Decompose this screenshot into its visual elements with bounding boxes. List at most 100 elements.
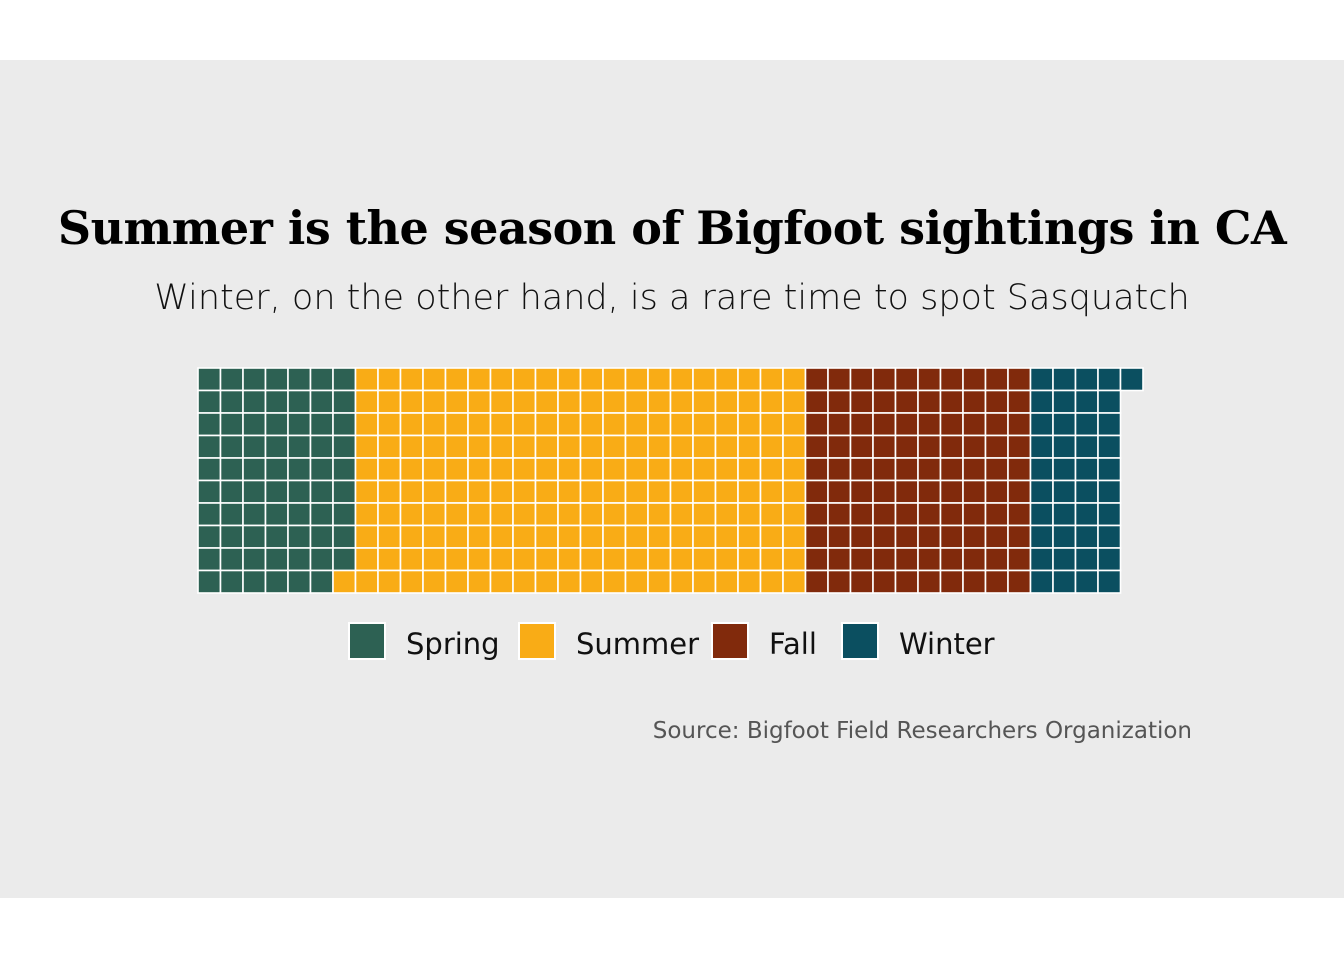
waffle-cell-fall [1007, 569, 1032, 594]
waffle-cell-spring [197, 412, 222, 437]
waffle-cell-summer [422, 524, 447, 549]
waffle-cell-spring [242, 367, 267, 392]
waffle-cell-summer [444, 457, 469, 482]
waffle-cell-fall [849, 569, 874, 594]
waffle-cell-summer [489, 569, 514, 594]
waffle-cell-summer [534, 479, 559, 504]
waffle-cell-summer [489, 524, 514, 549]
waffle-cell-summer [692, 569, 717, 594]
waffle-cell-summer [399, 434, 424, 459]
waffle-cell-summer [602, 524, 627, 549]
waffle-chart [197, 367, 1144, 594]
waffle-cell-spring [309, 524, 334, 549]
waffle-cell-summer [692, 479, 717, 504]
waffle-cell-summer [489, 502, 514, 527]
waffle-cell-spring [332, 457, 357, 482]
waffle-cell-winter [1074, 569, 1099, 594]
waffle-cell-summer [422, 479, 447, 504]
waffle-cell-winter [1074, 502, 1099, 527]
waffle-cell-fall [917, 569, 942, 594]
waffle-cell-summer [489, 412, 514, 437]
waffle-cell-summer [534, 457, 559, 482]
waffle-cell-fall [849, 457, 874, 482]
waffle-cell-summer [444, 524, 469, 549]
waffle-cell-fall [827, 389, 852, 414]
waffle-cell-summer [377, 479, 402, 504]
waffle-cell-summer [557, 389, 582, 414]
waffle-cell-winter [1074, 524, 1099, 549]
waffle-cell-fall [827, 569, 852, 594]
waffle-cell-summer [579, 502, 604, 527]
waffle-cell-spring [219, 479, 244, 504]
waffle-cell-summer [489, 434, 514, 459]
waffle-cell-summer [759, 502, 784, 527]
waffle-cell-spring [264, 479, 289, 504]
waffle-cell-winter [1052, 569, 1077, 594]
waffle-cell-fall [1007, 412, 1032, 437]
waffle-cell-winter [1097, 502, 1122, 527]
waffle-cell-summer [467, 547, 492, 572]
waffle-cell-summer [759, 434, 784, 459]
waffle-cell-summer [444, 547, 469, 572]
waffle-cell-fall [872, 412, 897, 437]
waffle-cell-summer [647, 412, 672, 437]
waffle-cell-summer [737, 547, 762, 572]
waffle-cell-summer [512, 434, 537, 459]
waffle-cell-summer [467, 457, 492, 482]
waffle-cell-spring [287, 569, 312, 594]
waffle-cell-spring [332, 412, 357, 437]
waffle-cell-summer [399, 569, 424, 594]
waffle-cell-summer [557, 524, 582, 549]
waffle-cell-spring [264, 502, 289, 527]
waffle-cell-spring [242, 389, 267, 414]
waffle-cell-fall [984, 457, 1009, 482]
waffle-cell-fall [962, 502, 987, 527]
waffle-cell-summer [737, 457, 762, 482]
waffle-cell-summer [512, 524, 537, 549]
waffle-cell-summer [737, 412, 762, 437]
waffle-cell-fall [939, 502, 964, 527]
waffle-cell-fall [849, 479, 874, 504]
waffle-cell-fall [894, 569, 919, 594]
waffle-cell-summer [602, 502, 627, 527]
waffle-cell-summer [399, 367, 424, 392]
waffle-cell-summer [489, 479, 514, 504]
waffle-cell-spring [287, 457, 312, 482]
waffle-cell-fall [1007, 457, 1032, 482]
waffle-cell-winter [1052, 412, 1077, 437]
waffle-cell-spring [197, 434, 222, 459]
waffle-cell-winter [1097, 412, 1122, 437]
waffle-cell-spring [242, 457, 267, 482]
waffle-cell-summer [737, 524, 762, 549]
waffle-cell-spring [309, 569, 334, 594]
waffle-cell-fall [872, 479, 897, 504]
waffle-cell-summer [534, 502, 559, 527]
waffle-cell-fall [962, 479, 987, 504]
waffle-cell-fall [939, 367, 964, 392]
waffle-cell-fall [984, 412, 1009, 437]
waffle-cell-fall [984, 547, 1009, 572]
waffle-cell-summer [579, 457, 604, 482]
waffle-cell-summer [624, 524, 649, 549]
waffle-cell-summer [377, 569, 402, 594]
waffle-cell-fall [939, 434, 964, 459]
waffle-cell-winter [1052, 479, 1077, 504]
waffle-cell-summer [714, 479, 739, 504]
waffle-cell-spring [309, 389, 334, 414]
waffle-cell-summer [669, 457, 694, 482]
waffle-cell-summer [647, 434, 672, 459]
waffle-cell-winter [1029, 479, 1054, 504]
waffle-cell-spring [332, 502, 357, 527]
waffle-cell-winter [1029, 524, 1054, 549]
waffle-cell-summer [422, 569, 447, 594]
waffle-cell-fall [1007, 479, 1032, 504]
waffle-cell-summer [602, 412, 627, 437]
waffle-cell-summer [489, 389, 514, 414]
waffle-cell-summer [714, 457, 739, 482]
waffle-cell-fall [827, 412, 852, 437]
waffle-cell-summer [422, 502, 447, 527]
waffle-cell-spring [309, 547, 334, 572]
waffle-cell-fall [804, 569, 829, 594]
waffle-cell-spring [219, 569, 244, 594]
waffle-cell-winter [1097, 479, 1122, 504]
